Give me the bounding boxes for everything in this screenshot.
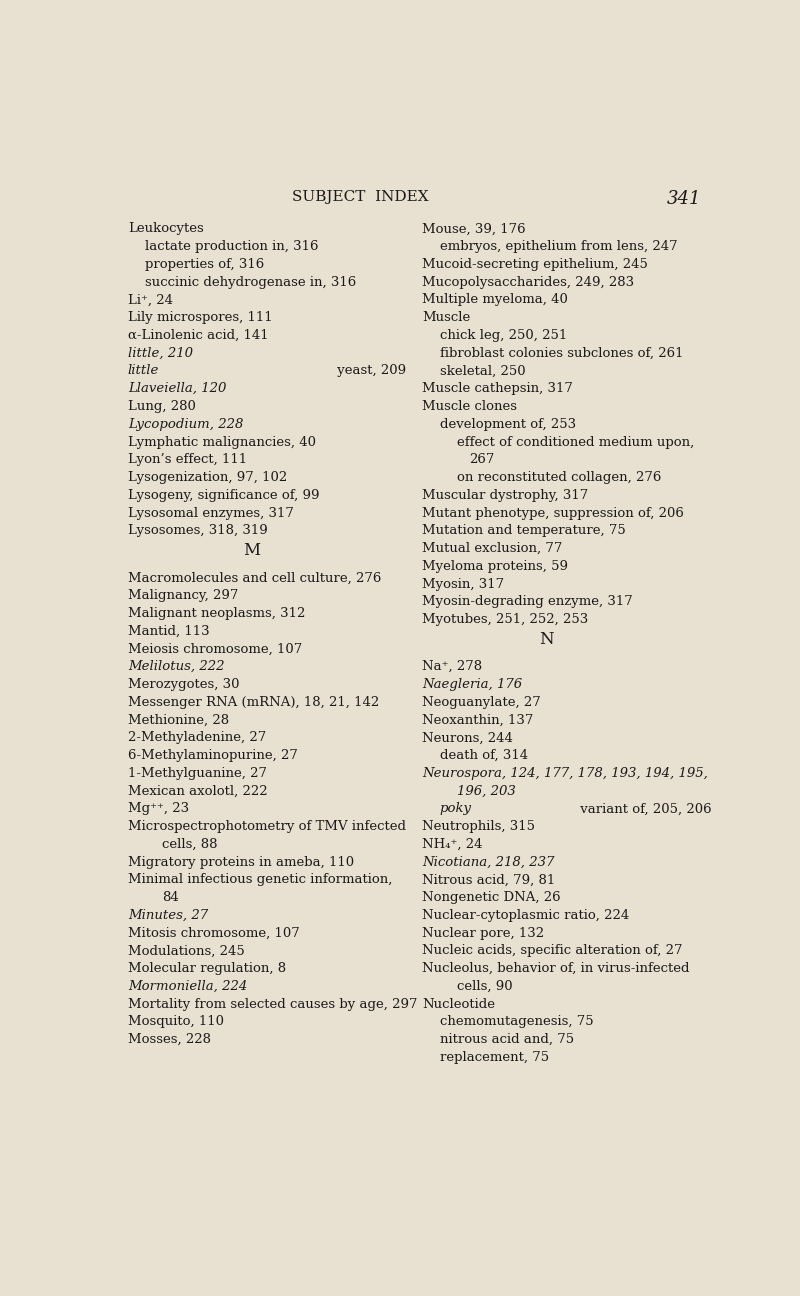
Text: Molecular regulation, 8: Molecular regulation, 8: [128, 962, 286, 975]
Text: Nicotiana, 218, 237: Nicotiana, 218, 237: [422, 855, 554, 868]
Text: Migratory proteins in ameba, 110: Migratory proteins in ameba, 110: [128, 855, 354, 868]
Text: Nucleic acids, specific alteration of, 27: Nucleic acids, specific alteration of, 2…: [422, 945, 683, 958]
Text: death of, 314: death of, 314: [440, 749, 528, 762]
Text: cells, 88: cells, 88: [162, 839, 218, 851]
Text: Myosin, 317: Myosin, 317: [422, 578, 505, 591]
Text: chick leg, 250, 251: chick leg, 250, 251: [440, 329, 567, 342]
Text: Methionine, 28: Methionine, 28: [128, 714, 229, 727]
Text: Neurons, 244: Neurons, 244: [422, 731, 514, 744]
Text: Meiosis chromosome, 107: Meiosis chromosome, 107: [128, 643, 302, 656]
Text: Muscle clones: Muscle clones: [422, 400, 518, 413]
Text: Neurospora, 124, 177, 178, 193, 194, 195,: Neurospora, 124, 177, 178, 193, 194, 195…: [422, 767, 708, 780]
Text: variant of, 205, 206: variant of, 205, 206: [577, 802, 712, 815]
Text: Lysogeny, significance of, 99: Lysogeny, significance of, 99: [128, 489, 319, 502]
Text: Nongenetic DNA, 26: Nongenetic DNA, 26: [422, 892, 561, 905]
Text: N: N: [539, 631, 554, 648]
Text: Microspectrophotometry of TMV infected: Microspectrophotometry of TMV infected: [128, 820, 406, 833]
Text: Leukocytes: Leukocytes: [128, 223, 204, 236]
Text: Malignancy, 297: Malignancy, 297: [128, 590, 238, 603]
Text: Mantid, 113: Mantid, 113: [128, 625, 210, 638]
Text: Mouse, 39, 176: Mouse, 39, 176: [422, 223, 526, 236]
Text: Li⁺, 24: Li⁺, 24: [128, 293, 173, 306]
Text: Myotubes, 251, 252, 253: Myotubes, 251, 252, 253: [422, 613, 589, 626]
Text: Minimal infectious genetic information,: Minimal infectious genetic information,: [128, 874, 392, 886]
Text: Neutrophils, 315: Neutrophils, 315: [422, 820, 535, 833]
Text: 196, 203: 196, 203: [457, 784, 515, 797]
Text: Mortality from selected causes by age, 297: Mortality from selected causes by age, 2…: [128, 998, 418, 1011]
Text: Lily microspores, 111: Lily microspores, 111: [128, 311, 273, 324]
Text: Myosin-degrading enzyme, 317: Myosin-degrading enzyme, 317: [422, 595, 633, 608]
Text: Nucleotide: Nucleotide: [422, 998, 495, 1011]
Text: little, 210: little, 210: [128, 347, 193, 360]
Text: Merozygotes, 30: Merozygotes, 30: [128, 678, 239, 691]
Text: Lysogenization, 97, 102: Lysogenization, 97, 102: [128, 470, 287, 485]
Text: effect of conditioned medium upon,: effect of conditioned medium upon,: [457, 435, 694, 448]
Text: cells, 90: cells, 90: [457, 980, 512, 993]
Text: 341: 341: [667, 191, 702, 209]
Text: Nitrous acid, 79, 81: Nitrous acid, 79, 81: [422, 874, 556, 886]
Text: Modulations, 245: Modulations, 245: [128, 945, 245, 958]
Text: 2-Methyladenine, 27: 2-Methyladenine, 27: [128, 731, 266, 744]
Text: succinic dehydrogenase in, 316: succinic dehydrogenase in, 316: [146, 276, 357, 289]
Text: Mutation and temperature, 75: Mutation and temperature, 75: [422, 525, 626, 538]
Text: Macromolecules and cell culture, 276: Macromolecules and cell culture, 276: [128, 572, 382, 584]
Text: 6-Methylaminopurine, 27: 6-Methylaminopurine, 27: [128, 749, 298, 762]
Text: Mutual exclusion, 77: Mutual exclusion, 77: [422, 542, 562, 555]
Text: little: little: [128, 364, 159, 377]
Text: Mosses, 228: Mosses, 228: [128, 1033, 211, 1046]
Text: SUBJECT  INDEX: SUBJECT INDEX: [292, 191, 429, 205]
Text: lactate production in, 316: lactate production in, 316: [146, 240, 318, 253]
Text: α-Linolenic acid, 141: α-Linolenic acid, 141: [128, 329, 269, 342]
Text: yeast, 209: yeast, 209: [333, 364, 406, 377]
Text: NH₄⁺, 24: NH₄⁺, 24: [422, 839, 483, 851]
Text: Lung, 280: Lung, 280: [128, 400, 196, 413]
Text: Minutes, 27: Minutes, 27: [128, 908, 208, 921]
Text: Muscular dystrophy, 317: Muscular dystrophy, 317: [422, 489, 589, 502]
Text: Nuclear pore, 132: Nuclear pore, 132: [422, 927, 545, 940]
Text: Melilotus, 222: Melilotus, 222: [128, 660, 224, 673]
Text: Lysosomes, 318, 319: Lysosomes, 318, 319: [128, 525, 268, 538]
Text: properties of, 316: properties of, 316: [146, 258, 265, 271]
Text: Mucoid-secreting epithelium, 245: Mucoid-secreting epithelium, 245: [422, 258, 648, 271]
Text: Lyon’s effect, 111: Lyon’s effect, 111: [128, 454, 247, 467]
Text: 267: 267: [469, 454, 494, 467]
Text: Lysosomal enzymes, 317: Lysosomal enzymes, 317: [128, 507, 294, 520]
Text: Nucleolus, behavior of, in virus-infected: Nucleolus, behavior of, in virus-infecte…: [422, 962, 690, 975]
Text: chemomutagenesis, 75: chemomutagenesis, 75: [440, 1016, 594, 1029]
Text: Myeloma proteins, 59: Myeloma proteins, 59: [422, 560, 569, 573]
Text: Mormoniella, 224: Mormoniella, 224: [128, 980, 247, 993]
Text: poky: poky: [440, 802, 472, 815]
Text: embryos, epithelium from lens, 247: embryos, epithelium from lens, 247: [440, 240, 678, 253]
Text: on reconstituted collagen, 276: on reconstituted collagen, 276: [457, 470, 661, 485]
Text: 1-Methylguanine, 27: 1-Methylguanine, 27: [128, 767, 267, 780]
Text: 84: 84: [162, 892, 178, 905]
Text: Muscle: Muscle: [422, 311, 470, 324]
Text: Multiple myeloma, 40: Multiple myeloma, 40: [422, 293, 568, 306]
Text: Nuclear-cytoplasmic ratio, 224: Nuclear-cytoplasmic ratio, 224: [422, 908, 630, 921]
Text: Messenger RNA (mRNA), 18, 21, 142: Messenger RNA (mRNA), 18, 21, 142: [128, 696, 379, 709]
Text: Malignant neoplasms, 312: Malignant neoplasms, 312: [128, 607, 306, 619]
Text: Mucopolysaccharides, 249, 283: Mucopolysaccharides, 249, 283: [422, 276, 634, 289]
Text: development of, 253: development of, 253: [440, 417, 576, 430]
Text: replacement, 75: replacement, 75: [440, 1051, 549, 1064]
Text: fibroblast colonies subclones of, 261: fibroblast colonies subclones of, 261: [440, 347, 683, 360]
Text: Na⁺, 278: Na⁺, 278: [422, 660, 482, 673]
Text: Muscle cathepsin, 317: Muscle cathepsin, 317: [422, 382, 574, 395]
Text: Mutant phenotype, suppression of, 206: Mutant phenotype, suppression of, 206: [422, 507, 684, 520]
Text: Neoxanthin, 137: Neoxanthin, 137: [422, 714, 534, 727]
Text: Llaveiella, 120: Llaveiella, 120: [128, 382, 226, 395]
Text: nitrous acid and, 75: nitrous acid and, 75: [440, 1033, 574, 1046]
Text: Lymphatic malignancies, 40: Lymphatic malignancies, 40: [128, 435, 316, 448]
Text: Lycopodium, 228: Lycopodium, 228: [128, 417, 243, 430]
Text: Mg⁺⁺, 23: Mg⁺⁺, 23: [128, 802, 189, 815]
Text: Mexican axolotl, 222: Mexican axolotl, 222: [128, 784, 267, 797]
Text: Mitosis chromosome, 107: Mitosis chromosome, 107: [128, 927, 300, 940]
Text: Neoguanylate, 27: Neoguanylate, 27: [422, 696, 541, 709]
Text: skeletal, 250: skeletal, 250: [440, 364, 526, 377]
Text: M: M: [243, 542, 261, 559]
Text: Mosquito, 110: Mosquito, 110: [128, 1016, 224, 1029]
Text: Naegleria, 176: Naegleria, 176: [422, 678, 522, 691]
